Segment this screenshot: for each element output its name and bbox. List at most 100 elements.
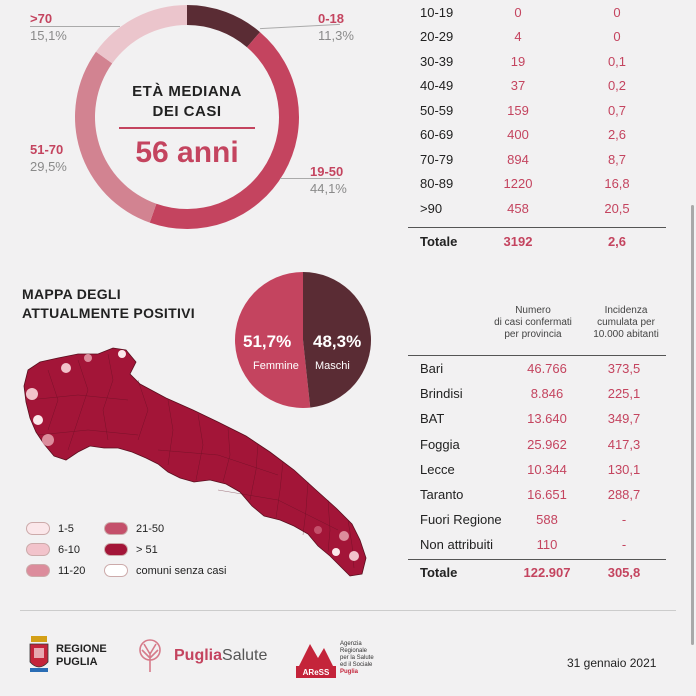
province-cell-rate: 417,3 xyxy=(607,436,641,452)
age-cell-rate: 2,6 xyxy=(607,127,627,143)
leader-line xyxy=(280,178,340,179)
province-row: Non attribuiti 110 - xyxy=(408,532,666,557)
age-cell-age: >90 xyxy=(420,200,443,216)
age-table-row: 70-79 894 8,7 xyxy=(408,147,666,172)
legend-swatch xyxy=(104,522,128,535)
donut-title-line2: DEI CASI xyxy=(152,103,222,120)
segment-label: 0-18 xyxy=(318,11,345,26)
female-percent: 51,7% xyxy=(243,332,292,351)
header-line: cumulata per xyxy=(597,317,655,328)
donut-label-51-70: 51-70 29,5% xyxy=(30,141,67,175)
province-cell-cases: 588 xyxy=(536,512,558,528)
map-title: MAPPA DEGLI ATTUALMENTE POSITIVI xyxy=(22,285,195,323)
total-rate: 2,6 xyxy=(607,234,627,249)
age-table-total: Totale 3192 2,6 xyxy=(408,227,666,255)
donut-segment-5170 xyxy=(74,51,157,223)
regione-crest-icon xyxy=(29,636,49,672)
legend-label: 11-20 xyxy=(58,564,86,577)
province-cell-rate: - xyxy=(621,512,627,528)
age-table-row: 60-69 400 2,6 xyxy=(408,123,666,148)
age-cell-age: 40-49 xyxy=(420,78,454,94)
age-cell-rate: 0 xyxy=(613,4,621,20)
age-cell-age: 50-59 xyxy=(420,102,454,118)
puglia-map xyxy=(23,347,367,577)
province-cell-cases: 8.846 xyxy=(530,386,564,402)
legend-item: 21-50 xyxy=(104,522,164,535)
age-cell-rate: 0 xyxy=(613,29,621,45)
aress-line: ed il Sociale xyxy=(340,661,373,668)
low-case-areas xyxy=(26,350,359,561)
age-table-row: >90 458 20,5 xyxy=(408,196,666,221)
age-cell-cases: 458 xyxy=(507,200,529,216)
province-cell-name: Non attribuiti xyxy=(420,537,493,553)
header-line: Incidenza xyxy=(604,305,648,316)
age-table: 10-19 0 0 20-29 4 0 30-39 19 0,1 40-49 37 0,2 50-59 1… xyxy=(408,0,666,221)
legend-label: 6-10 xyxy=(58,543,81,556)
header-line: 10.000 abitanti xyxy=(593,329,659,340)
province-cell-rate: 373,5 xyxy=(607,361,641,377)
regione-line2: PUGLIA xyxy=(56,656,98,668)
age-cell-rate: 0,7 xyxy=(607,102,627,118)
donut-label-0-18: 0-18 11,3% xyxy=(318,10,354,44)
age-cell-cases: 19 xyxy=(510,53,526,69)
age-cell-rate: 0,2 xyxy=(607,78,627,94)
age-cell-age: 60-69 xyxy=(420,127,454,143)
province-cell-rate: 130,1 xyxy=(607,461,641,477)
map-title-line2: ATTUALMENTE POSITIVI xyxy=(22,305,195,321)
segment-label: 51-70 xyxy=(30,142,64,157)
province-row: Foggia 25.962 417,3 xyxy=(408,432,666,457)
aress-text: Agenzia Regionale per la Salute ed il So… xyxy=(340,641,400,676)
donut-title-line1: ETÀ MEDIANA xyxy=(132,83,242,100)
female-slice xyxy=(235,272,311,408)
scrollbar[interactable] xyxy=(691,205,694,645)
footer-divider xyxy=(20,610,676,611)
female-label: Femmine xyxy=(253,360,299,372)
province-cell-name: Bari xyxy=(420,361,444,377)
legend-swatch xyxy=(104,564,128,577)
header-line: di casi confermati xyxy=(494,317,572,328)
legend-label: 1-5 xyxy=(58,522,74,535)
aress-line: Regionale xyxy=(340,647,368,654)
province-cell-cases: 10.344 xyxy=(527,461,567,477)
age-cell-age: 10-19 xyxy=(420,4,454,20)
header-line: Numero xyxy=(515,305,551,316)
province-cell-cases: 46.766 xyxy=(527,361,567,377)
legend-item: 6-10 xyxy=(26,543,80,556)
legend-label: comuni senza casi xyxy=(136,564,227,577)
tree-icon xyxy=(139,639,161,672)
province-cell-rate: 349,7 xyxy=(607,411,641,427)
age-cell-rate: 16,8 xyxy=(604,176,630,192)
total-label: Totale xyxy=(420,234,458,249)
province-cell-name: Foggia xyxy=(420,436,460,452)
male-percent: 48,3% xyxy=(313,332,362,351)
aress-badge-text: AReSS xyxy=(303,668,330,677)
map-legend: 1-5 6-10 11-20 21-50 > 51 comuni senza c… xyxy=(26,522,266,582)
total-cases: 122.907 xyxy=(523,565,571,580)
age-table-row: 20-29 4 0 xyxy=(408,25,666,50)
segment-label: >70 xyxy=(30,11,53,26)
age-table-row: 30-39 19 0,1 xyxy=(408,49,666,74)
regione-puglia-text: REGIONE PUGLIA xyxy=(56,643,107,669)
age-cell-cases: 159 xyxy=(507,102,529,118)
age-donut-svg xyxy=(74,5,299,230)
age-cell-cases: 0 xyxy=(514,4,522,20)
donut-label-over70: >70 15,1% xyxy=(30,10,67,44)
province-cell-name: Brindisi xyxy=(420,386,463,402)
age-cell-age: 20-29 xyxy=(420,29,454,45)
aress-line: Agenzia xyxy=(340,640,362,647)
province-cell-name: Taranto xyxy=(420,487,464,503)
segment-percent: 11,3% xyxy=(318,28,354,43)
aress-line: Puglia xyxy=(340,668,359,675)
age-cell-age: 70-79 xyxy=(420,151,454,167)
donut-segment-70 xyxy=(95,5,187,64)
age-cell-cases: 1220 xyxy=(503,176,533,192)
total-rate: 305,8 xyxy=(607,565,641,580)
legend-swatch xyxy=(26,564,50,577)
age-table-row: 10-19 0 0 xyxy=(408,0,666,25)
total-label: Totale xyxy=(420,565,458,580)
province-cases-header: Numero di casi confermati per provincia xyxy=(488,305,578,341)
province-row: Bari 46.766 373,5 xyxy=(408,356,666,381)
age-table-row: 50-59 159 0,7 xyxy=(408,98,666,123)
province-table-total: Totale 122.907 305,8 xyxy=(408,559,666,585)
province-rate-header: Incidenza cumulata per 10.000 abitanti xyxy=(586,305,666,341)
